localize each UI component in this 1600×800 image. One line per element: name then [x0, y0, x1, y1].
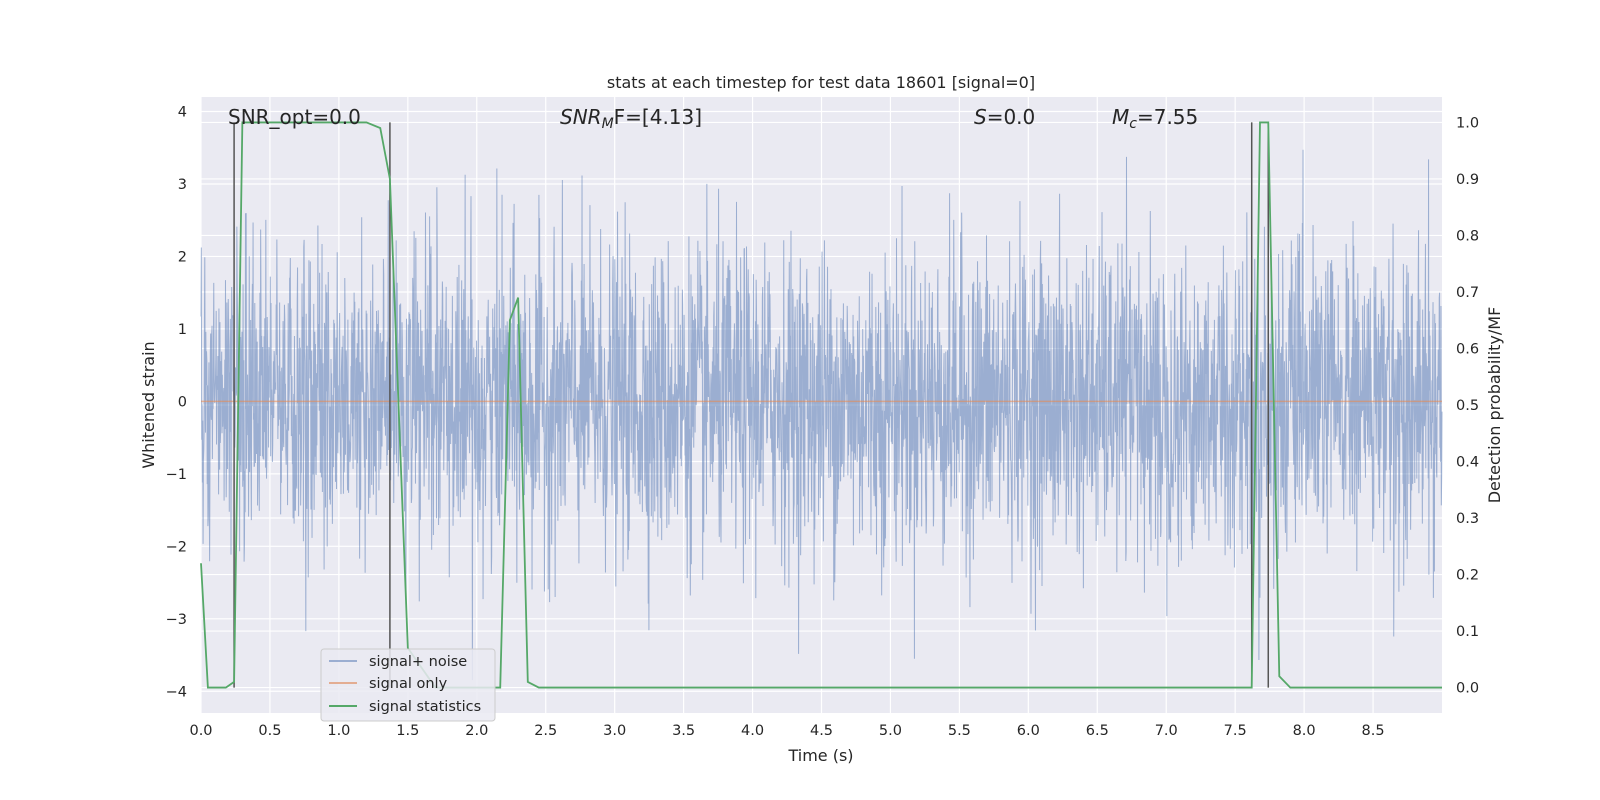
- annotation-s: S=0.0: [974, 105, 1035, 129]
- annotation-mc: Mc=7.55: [1112, 105, 1198, 132]
- annotation-snr-mf-sub: M: [602, 116, 614, 132]
- legend-label-signal-only: signal only: [369, 676, 448, 692]
- y-tick-label-right: 0.1: [1456, 624, 1479, 640]
- x-tick-label: 4.0: [741, 723, 764, 739]
- y-axis-label-left: Whitened strain: [139, 341, 158, 468]
- x-tick-label: 8.5: [1362, 723, 1385, 739]
- x-tick-label: 1.0: [327, 723, 350, 739]
- line-signal-plus-noise: [200, 149, 1443, 681]
- y-tick-label-left: −2: [166, 539, 187, 555]
- y-tick-label-right: 0.7: [1456, 285, 1479, 301]
- y-tick-label-right: 0.2: [1456, 568, 1479, 584]
- y-tick-label-right: 0.3: [1456, 511, 1479, 527]
- y-tick-label-left: −4: [166, 684, 187, 700]
- annotation-snr-mf-rest: F=[4.13]: [614, 105, 702, 129]
- x-tick-label: 2.5: [534, 723, 557, 739]
- x-tick-label: 7.5: [1224, 723, 1247, 739]
- y-tick-label-left: −3: [166, 612, 187, 628]
- y-tick-label-right: 0.9: [1456, 172, 1479, 188]
- legend: signal+ noise signal only signal statist…: [320, 648, 496, 722]
- legend-box: [320, 648, 496, 722]
- annotation-snr-mf-main: SNR: [560, 105, 602, 129]
- y-axis-label-right: Detection probability/MF: [1485, 307, 1504, 504]
- y-tick-label-left: 3: [178, 177, 187, 193]
- x-tick-label: 5.5: [948, 723, 971, 739]
- y-tick-label-right: 1.0: [1456, 115, 1479, 131]
- annotation-snr-opt: SNR_opt=0.0: [228, 105, 361, 129]
- y-tick-label-left: −1: [166, 467, 187, 483]
- x-tick-label: 7.0: [1155, 723, 1178, 739]
- annotation-mc-rest: =7.55: [1137, 105, 1198, 129]
- annotation-snr-mf: SNRMF=[4.13]: [560, 105, 702, 132]
- line-signal-statistics: [200, 121, 1442, 689]
- chart-title: stats at each timestep for test data 186…: [607, 73, 1035, 92]
- legend-label-signal-plus-noise: signal+ noise: [369, 654, 467, 670]
- tick-labels: 0.0 0.5 1.0 1.5 2.0 2.5 3.0 3.5 4.0 4.5 5.0 5.5 6.0 6…: [166, 104, 1479, 739]
- y-tick-label-left: 0: [178, 394, 187, 410]
- x-tick-label: 0.0: [189, 723, 212, 739]
- x-tick-label: 0.5: [258, 723, 281, 739]
- x-tick-label: 6.5: [1086, 723, 1109, 739]
- y-tick-label-right: 0.5: [1456, 398, 1479, 414]
- y-tick-label-left: 1: [178, 322, 187, 338]
- y-tick-label-right: 0.8: [1456, 228, 1479, 244]
- x-axis-label: Time (s): [787, 746, 853, 765]
- y-tick-label-right: 0.6: [1456, 341, 1479, 357]
- annotation-s-main: S: [974, 105, 987, 129]
- x-tick-label: 8.0: [1293, 723, 1316, 739]
- y-tick-label-left: 2: [178, 249, 187, 265]
- y-tick-label-left: 4: [178, 104, 187, 120]
- x-tick-label: 3.0: [603, 723, 626, 739]
- y-tick-label-right: 0.0: [1456, 681, 1479, 697]
- annotation-mc-sub: c: [1129, 116, 1137, 132]
- legend-label-signal-statistics: signal statistics: [369, 699, 481, 715]
- x-tick-label: 5.0: [879, 723, 902, 739]
- series-signal-statistics: [200, 121, 1442, 689]
- annotation-mc-main: M: [1112, 105, 1129, 129]
- y-tick-label-right: 0.4: [1456, 455, 1479, 471]
- x-tick-label: 6.0: [1017, 723, 1040, 739]
- series-signal-plus-noise: [200, 149, 1443, 681]
- x-tick-label: 2.0: [465, 723, 488, 739]
- x-tick-label: 1.5: [396, 723, 419, 739]
- x-tick-label: 4.5: [810, 723, 833, 739]
- annotation-s-rest: =0.0: [987, 105, 1036, 129]
- vertical-marker-lines: [233, 122, 1270, 688]
- x-tick-label: 3.5: [672, 723, 695, 739]
